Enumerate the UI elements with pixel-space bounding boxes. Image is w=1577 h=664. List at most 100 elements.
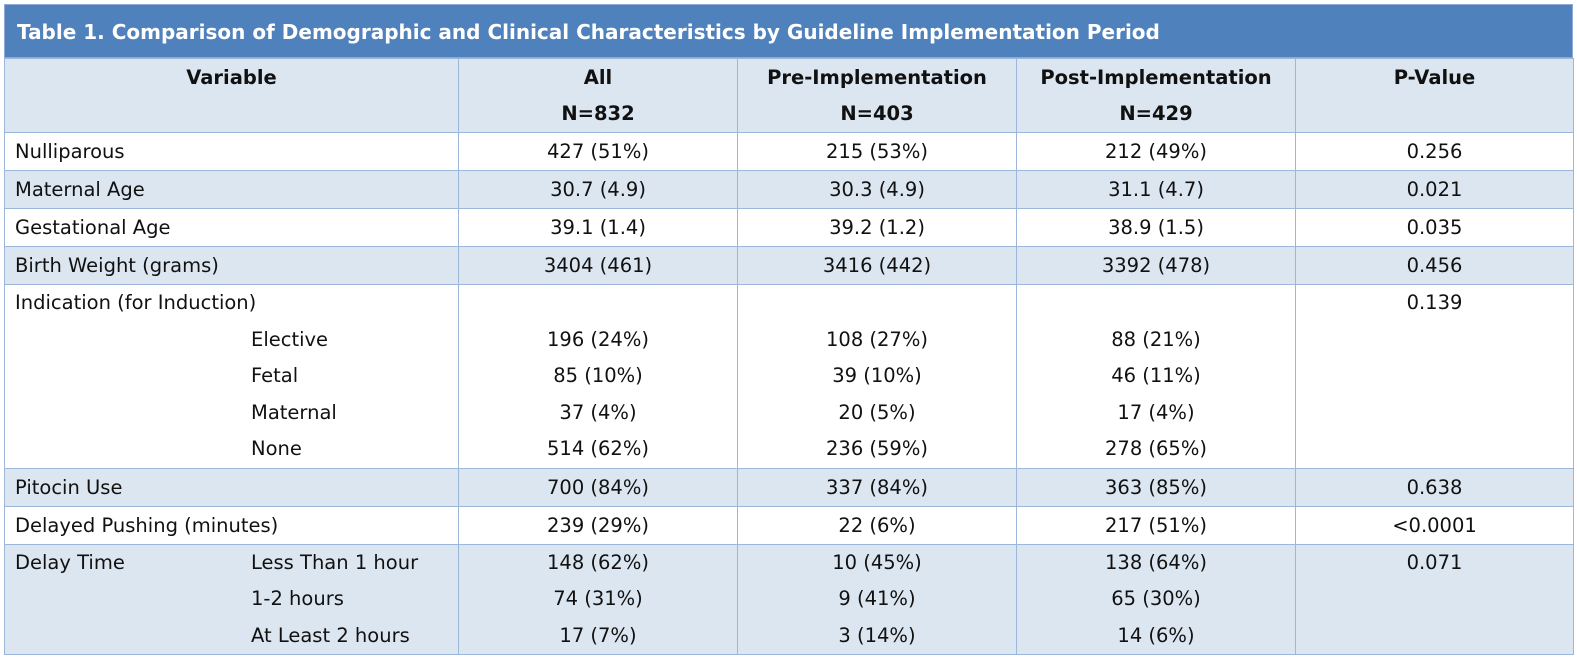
empty-line — [1017, 285, 1295, 322]
cell-all: 37 (4%) — [559, 400, 637, 424]
cell-all: 85 (10%) — [553, 364, 643, 387]
cell-post: 363 (85%) — [1016, 467, 1296, 507]
row-label: Indication (for Induction) — [15, 291, 257, 314]
cell-post: 88 (21%) — [1111, 327, 1201, 351]
cell-pre: 9 (41%) — [838, 587, 916, 610]
table-row-birth-weight: Birth Weight (grams) 3404 (461) 3416 (44… — [4, 246, 1574, 285]
header-pvalue-label: P-Value — [1393, 66, 1476, 89]
cell-pre: 337 (84%) — [737, 467, 1017, 507]
row-label-group: Indication (for Induction) Elective Feta… — [4, 284, 459, 469]
cell-pre: 30.3 (4.9) — [737, 170, 1017, 209]
header-pvalue: P-Value — [1295, 58, 1574, 133]
sub-label: 1-2 hours — [251, 587, 344, 610]
header-pre-n: N=403 — [840, 102, 914, 125]
table-row-pitocin: Pitocin Use 700 (84%) 337 (84%) 363 (85%… — [4, 467, 1574, 507]
row-label-group: Delay Time Less Than 1 hour 1-2 hours At… — [4, 543, 459, 655]
cell-post: 212 (49%) — [1016, 132, 1296, 171]
cell-post: 138 (64%) — [1105, 550, 1207, 574]
table-container: Table 1. Comparison of Demographic and C… — [4, 4, 1574, 655]
cell-pre: 108 (27%) — [826, 327, 928, 351]
sub-row: None — [15, 431, 458, 468]
cell-all: 239 (29%) — [458, 505, 738, 545]
cell-all: 514 (62%) — [547, 437, 649, 460]
cell-pre-group: 10 (45%) 9 (41%) 3 (14%) — [737, 543, 1017, 655]
sub-label: Fetal — [251, 364, 299, 387]
cell-post-group: 88 (21%) 46 (11%) 17 (4%) 278 (65%) — [1016, 284, 1296, 469]
cell-all: 700 (84%) — [458, 467, 738, 507]
cell-post: 278 (65%) — [1105, 437, 1207, 460]
cell-pre: 20 (5%) — [838, 400, 916, 424]
header-pre: Pre-Implementation N=403 — [737, 58, 1017, 133]
sub-label: None — [251, 437, 302, 460]
sub-row: At Least 2 hours — [15, 618, 458, 655]
header-all: All N=832 — [458, 58, 738, 133]
cell-pvalue-group: 0.139 — [1295, 284, 1574, 469]
table-row-indication: Indication (for Induction) Elective Feta… — [4, 284, 1574, 469]
sub-row: Delay Time Less Than 1 hour — [15, 545, 458, 582]
sub-label: Maternal — [251, 400, 337, 424]
sub-row: Fetal — [15, 358, 458, 395]
row-label: Delayed Pushing (minutes) — [4, 505, 459, 545]
header-pre-label: Pre-Implementation — [767, 66, 987, 89]
header-variable-label: Variable — [186, 66, 277, 89]
header-all-label: All — [583, 66, 613, 89]
cell-pvalue: 0.638 — [1295, 467, 1574, 507]
empty-line — [738, 285, 1016, 322]
sub-label: Less Than 1 hour — [251, 550, 419, 574]
cell-all-group: 148 (62%) 74 (31%) 17 (7%) — [458, 543, 738, 655]
cell-post: 38.9 (1.5) — [1016, 208, 1296, 247]
characteristics-table: Variable All N=832 Pre-Implementation N=40… — [4, 58, 1574, 655]
header-variable: Variable — [4, 58, 459, 133]
cell-post: 14 (6%) — [1117, 623, 1195, 647]
row-label: Gestational Age — [4, 208, 459, 247]
cell-all-group: 196 (24%) 85 (10%) 37 (4%) 514 (62%) — [458, 284, 738, 469]
cell-all: 196 (24%) — [547, 327, 649, 351]
table-row-delayed-pushing: Delayed Pushing (minutes) 239 (29%) 22 (… — [4, 505, 1574, 545]
cell-post: 217 (51%) — [1016, 505, 1296, 545]
cell-post-group: 138 (64%) 65 (30%) 14 (6%) — [1016, 543, 1296, 655]
table-title: Table 1. Comparison of Demographic and C… — [4, 4, 1573, 58]
cell-post: 46 (11%) — [1111, 364, 1201, 387]
header-post-label: Post-Implementation — [1040, 66, 1272, 89]
sub-label: Elective — [251, 327, 329, 351]
cell-all: 427 (51%) — [458, 132, 738, 171]
cell-all: 3404 (461) — [458, 246, 738, 285]
cell-pvalue: 0.071 — [1406, 550, 1463, 574]
cell-pre-group: 108 (27%) 39 (10%) 20 (5%) 236 (59%) — [737, 284, 1017, 469]
row-label: Nulliparous — [4, 132, 459, 171]
cell-pre: 215 (53%) — [737, 132, 1017, 171]
table-row-delay-time: Delay Time Less Than 1 hour 1-2 hours At… — [4, 543, 1574, 655]
cell-pre: 236 (59%) — [826, 437, 928, 460]
row-label: Pitocin Use — [4, 467, 459, 507]
row-label: Birth Weight (grams) — [4, 246, 459, 285]
cell-pvalue-group: 0.071 — [1295, 543, 1574, 655]
sub-row: Elective — [15, 322, 458, 359]
cell-pvalue: 0.021 — [1295, 170, 1574, 209]
cell-pre: 22 (6%) — [737, 505, 1017, 545]
header-all-n: N=832 — [561, 102, 635, 125]
sub-row: 1-2 hours — [15, 581, 458, 618]
cell-all: 39.1 (1.4) — [458, 208, 738, 247]
table-row-maternal-age: Maternal Age 30.7 (4.9) 30.3 (4.9) 31.1 … — [4, 170, 1574, 209]
cell-pvalue: 0.035 — [1295, 208, 1574, 247]
cell-pvalue: 0.256 — [1295, 132, 1574, 171]
cell-pre: 3 (14%) — [838, 623, 916, 647]
table-row-nulliparous: Nulliparous 427 (51%) 215 (53%) 212 (49%… — [4, 132, 1574, 171]
cell-all: 30.7 (4.9) — [458, 170, 738, 209]
cell-all: 74 (31%) — [553, 587, 643, 610]
table-row-gestational-age: Gestational Age 39.1 (1.4) 39.2 (1.2) 38… — [4, 208, 1574, 247]
cell-post: 65 (30%) — [1111, 587, 1201, 610]
sub-row: Maternal — [15, 395, 458, 432]
header-post: Post-Implementation N=429 — [1016, 58, 1296, 133]
row-label: Delay Time — [15, 550, 125, 574]
cell-post: 31.1 (4.7) — [1016, 170, 1296, 209]
cell-post: 3392 (478) — [1016, 246, 1296, 285]
cell-all: 17 (7%) — [559, 623, 637, 647]
header-post-n: N=429 — [1119, 102, 1193, 125]
cell-pre: 10 (45%) — [832, 550, 922, 574]
row-label: Maternal Age — [4, 170, 459, 209]
cell-pvalue: 0.139 — [1406, 291, 1463, 314]
cell-all: 148 (62%) — [547, 550, 649, 574]
sub-label: At Least 2 hours — [251, 623, 410, 647]
cell-post: 17 (4%) — [1117, 400, 1195, 424]
